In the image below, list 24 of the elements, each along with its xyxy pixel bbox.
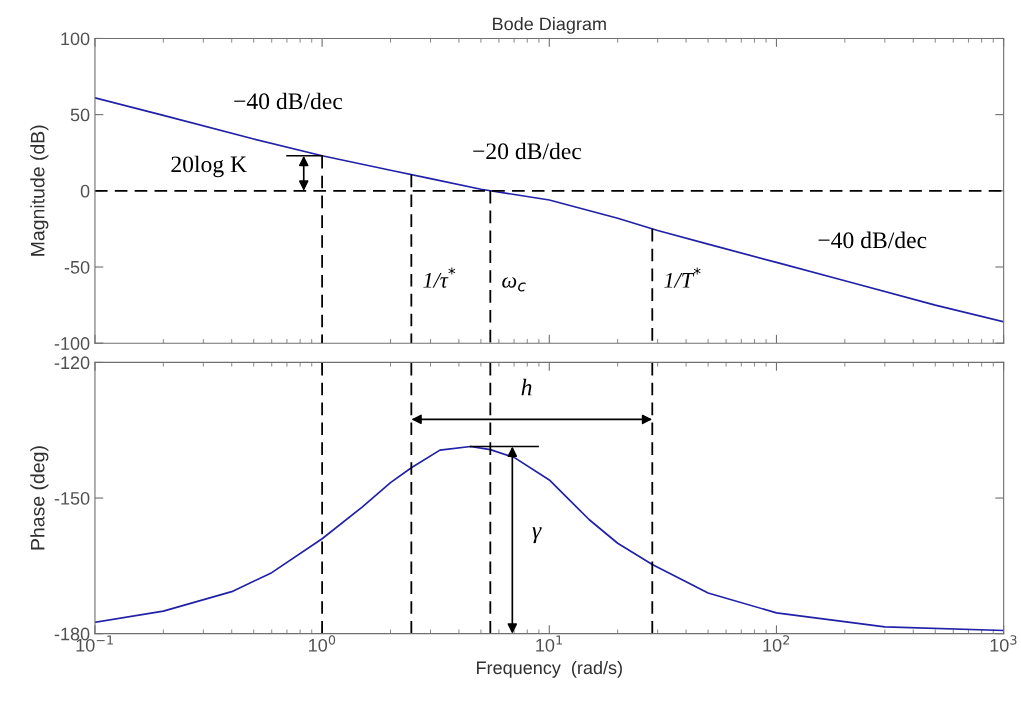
chart-title: Bode Diagram (493, 17, 606, 34)
annotation: −40 dB/dec (234, 92, 343, 110)
y-tick-label: -150 (54, 491, 90, 505)
x-tick-label: 10$^{0}$ (309, 635, 336, 652)
y-tick-label: -100 (54, 337, 90, 350)
y-tick-label: -50 (64, 260, 90, 274)
ref-line-label: ω$_{c}$ (502, 277, 526, 292)
x-axis-title: Frequency (rad/s) (477, 660, 622, 678)
ref-line-label: 1/τ$^{*}$ (423, 267, 456, 288)
y-axis-title: Phase (deg) (30, 446, 49, 550)
y-tick-label: 100 (61, 32, 90, 46)
annotation: −20 dB/dec (473, 142, 582, 160)
x-tick-label: 10$^{1}$ (536, 635, 562, 652)
annotation: h (521, 378, 532, 396)
annotation: −40 dB/dec (818, 231, 927, 249)
y-tick-label: 50 (70, 108, 90, 122)
x-tick-label: 10$^{2}$ (763, 635, 790, 652)
y-tick-label: 0 (80, 184, 90, 198)
x-tick-label: 10$^{3}$ (990, 635, 1017, 652)
ref-line-label: 1/T$^{*}$ (664, 267, 701, 288)
annotation: γ (532, 527, 542, 544)
annotation: 20log K (171, 155, 247, 178)
y-tick-label: -120 (54, 356, 90, 370)
y-axis-title: Magnitude (dB) (30, 125, 49, 256)
